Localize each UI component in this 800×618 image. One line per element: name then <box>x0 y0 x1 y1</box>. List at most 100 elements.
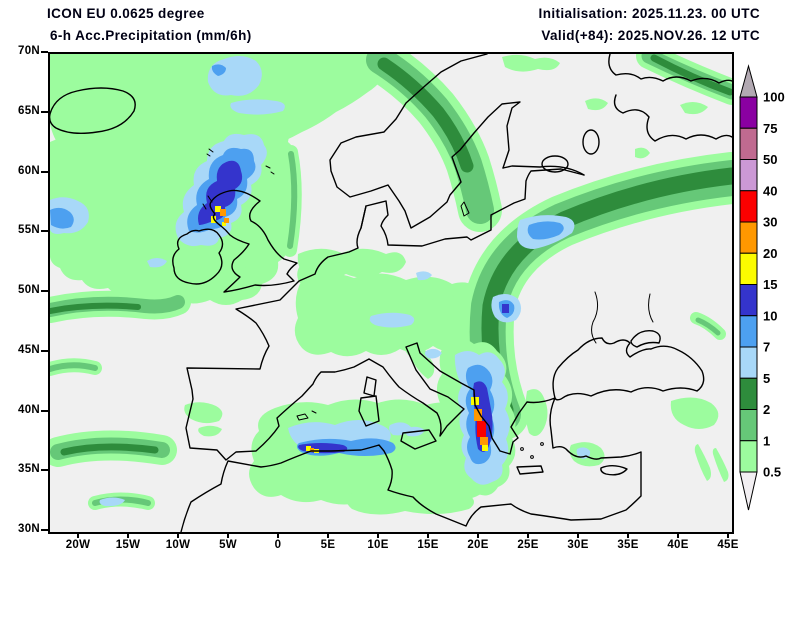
colorbar-label-5: 5 <box>763 371 770 386</box>
lon-tick-30E <box>577 532 579 538</box>
precip-shape <box>502 304 509 313</box>
lon-tick-10E <box>377 532 379 538</box>
lat-label-40N: 40N <box>18 403 40 416</box>
coastline <box>172 228 224 285</box>
colorbar-segment-5 <box>739 252 758 285</box>
lon-tick-5W <box>227 532 229 538</box>
precip-shape <box>50 362 98 372</box>
coastline <box>180 205 642 532</box>
lon-tick-5E <box>327 532 329 538</box>
lon-label-40E: 40E <box>667 539 689 551</box>
coastline <box>600 465 628 476</box>
map-svg <box>50 54 732 532</box>
lat-label-45N: 45N <box>18 343 40 356</box>
lat-label-60N: 60N <box>18 164 40 177</box>
lon-tick-20E <box>477 532 479 538</box>
colorbar-segment-7 <box>739 315 758 348</box>
colorbar-label-10: 10 <box>763 308 777 323</box>
coastline <box>202 148 275 210</box>
precip-shape <box>220 209 226 216</box>
map-plot-area <box>48 52 734 534</box>
coastline-layer <box>50 54 732 532</box>
init-time: Initialisation: 2025.11.23. 00 UTC <box>538 6 760 21</box>
precip-shape <box>680 101 708 115</box>
colorbar-label-50: 50 <box>763 152 777 167</box>
lat-tick-65N <box>41 110 48 113</box>
precip-shape <box>369 312 415 328</box>
coastline <box>552 337 705 401</box>
precip-shape <box>585 98 608 111</box>
precip-shape <box>184 402 223 424</box>
precip-shape <box>482 445 488 451</box>
colorbar-label-2: 2 <box>763 402 770 417</box>
precip-shape <box>50 302 141 314</box>
lon-label-5W: 5W <box>219 539 237 551</box>
colorbar-segment-0 <box>739 96 758 129</box>
lon-label-0: 0 <box>274 539 282 551</box>
lon-label-45E: 45E <box>717 539 739 551</box>
colorbar-segment-8 <box>739 346 758 379</box>
coastline <box>613 94 732 142</box>
colorbar-label-7: 7 <box>763 340 770 355</box>
coastline <box>608 54 732 84</box>
lat-label-65N: 65N <box>18 104 40 117</box>
lon-tick-0 <box>277 532 279 538</box>
lon-tick-10W <box>177 532 179 538</box>
colorbar-label-0.5: 0.5 <box>763 465 781 480</box>
lon-label-20E: 20E <box>467 539 489 551</box>
colorbar-segment-4 <box>739 221 758 254</box>
colorbar-arrow-below-min <box>739 471 758 511</box>
lon-tick-40E <box>677 532 679 538</box>
precip-shape <box>99 497 125 507</box>
coastline <box>363 376 377 397</box>
product-title: 6-h Acc.Precipitation (mm/6h) <box>50 28 252 43</box>
precip-shape <box>712 448 729 482</box>
colorbar-label-30: 30 <box>763 215 777 230</box>
lon-label-15W: 15W <box>115 539 141 551</box>
coastline <box>502 165 585 176</box>
colorbar-label-40: 40 <box>763 183 777 198</box>
lat-tick-70N <box>41 51 48 53</box>
coastline <box>530 455 534 459</box>
precip-shape <box>222 222 226 226</box>
colorbar-label-1: 1 <box>763 433 770 448</box>
colorbar-segment-6 <box>739 284 758 317</box>
valid-time: Valid(+84): 2025.NOV.26. 12 UTC <box>541 28 760 43</box>
lon-tick-35E <box>627 532 629 538</box>
model-title: ICON EU 0.0625 degree <box>47 6 205 21</box>
lon-tick-15E <box>427 532 429 538</box>
precip-shape <box>527 221 564 240</box>
lat-tick-50N <box>41 290 48 292</box>
precip-shape <box>635 147 650 159</box>
lon-label-5E: 5E <box>320 539 336 551</box>
colorbar-label-100: 100 <box>763 90 785 105</box>
coastline <box>50 87 136 135</box>
coastline <box>582 129 600 155</box>
precip-shape <box>424 348 442 359</box>
colorbar-segment-1 <box>739 127 758 160</box>
colorbar-segment-11 <box>739 440 758 473</box>
precip-shape <box>287 151 298 249</box>
lat-label-30N: 30N <box>18 523 40 535</box>
precip-shape <box>211 64 226 76</box>
precip-shape <box>230 99 285 115</box>
colorbar-segment-3 <box>739 190 758 223</box>
precip-shape <box>477 421 486 437</box>
lon-label-35E: 35E <box>617 539 639 551</box>
lon-label-20W: 20W <box>65 539 91 551</box>
precip-shape <box>310 448 314 452</box>
precip-shape <box>224 218 229 223</box>
coastline <box>540 442 544 446</box>
lat-tick-35N <box>41 469 48 472</box>
precip-shape <box>147 258 167 268</box>
colorbar-segment-10 <box>739 409 758 442</box>
lat-tick-45N <box>41 349 48 352</box>
coastline <box>541 155 569 173</box>
coastline <box>296 410 317 421</box>
lon-label-25E: 25E <box>517 539 539 551</box>
lat-tick-55N <box>41 230 48 233</box>
colorbar-label-20: 20 <box>763 246 777 261</box>
colorbar-label-15: 15 <box>763 277 777 292</box>
coastline <box>591 291 654 344</box>
